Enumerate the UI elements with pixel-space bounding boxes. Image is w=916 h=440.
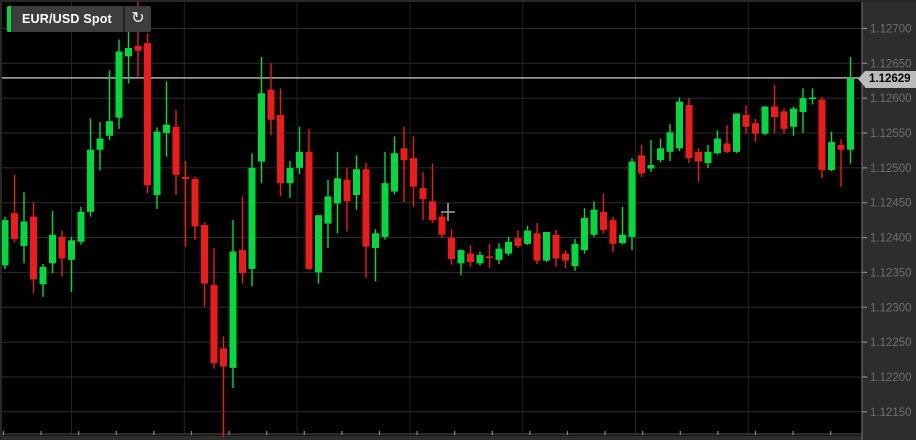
symbol-label: EUR/USD Spot (22, 12, 112, 26)
svg-text:1.12500: 1.12500 (870, 163, 912, 175)
svg-text:1.12350: 1.12350 (870, 267, 912, 279)
svg-text:1.12250: 1.12250 (870, 337, 912, 349)
svg-text:1.12200: 1.12200 (870, 372, 912, 384)
refresh-button[interactable]: ↻ (124, 6, 151, 32)
svg-text:1.12550: 1.12550 (870, 128, 912, 140)
price-badge-arrow (858, 71, 865, 88)
svg-text:1.12700: 1.12700 (870, 23, 912, 35)
active-symbol-indicator (7, 6, 11, 32)
current-price-badge: 1.12629 (858, 71, 916, 89)
svg-text:1.12400: 1.12400 (870, 233, 912, 245)
current-price-value: 1.12629 (869, 73, 911, 86)
symbol-tab[interactable]: EUR/USD Spot ↻ (7, 6, 151, 32)
svg-text:1.12150: 1.12150 (870, 407, 912, 419)
svg-text:1.12300: 1.12300 (870, 302, 912, 314)
svg-text:1.12450: 1.12450 (870, 198, 912, 210)
refresh-icon: ↻ (131, 10, 145, 27)
tab-divider (122, 6, 125, 32)
svg-text:1.12650: 1.12650 (870, 58, 912, 70)
svg-text:1.12600: 1.12600 (870, 93, 912, 105)
